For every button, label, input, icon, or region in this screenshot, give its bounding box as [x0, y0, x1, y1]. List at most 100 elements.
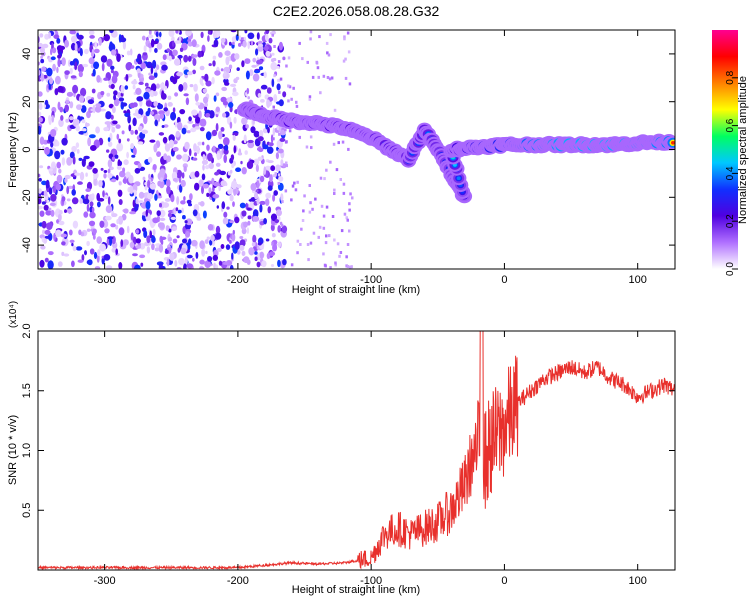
heatmap-noise-cell	[258, 130, 264, 138]
heatmap-noise-cell	[170, 111, 177, 121]
heatmap-noise-cell	[287, 99, 290, 103]
heatmap-noise-cell	[197, 141, 203, 146]
heatmap-noise-cell	[278, 41, 283, 51]
y-tick-label: -20	[21, 189, 33, 205]
heatmap-noise-cell	[279, 77, 283, 81]
heatmap-noise-cell	[182, 215, 186, 220]
heatmap-noise-cell	[66, 208, 73, 214]
heatmap-noise-cell	[253, 158, 260, 166]
heatmap-noise-cell	[78, 157, 83, 161]
heatmap-noise-cell	[213, 249, 219, 257]
heatmap-noise-cell	[205, 131, 212, 141]
heatmap-noise-cell	[43, 74, 48, 79]
heatmap-noise-cell	[116, 133, 120, 140]
heatmap-noise-cell	[39, 234, 45, 239]
heatmap-noise-cell	[143, 230, 148, 238]
heatmap-noise-cell	[122, 167, 126, 173]
heatmap-noise-cell	[280, 159, 284, 167]
heatmap-noise-cell	[105, 215, 112, 221]
heatmap-noise-cell	[234, 216, 240, 224]
heatmap-noise-cell	[192, 124, 196, 128]
heatmap-noise-cell	[54, 150, 61, 160]
heatmap-noise-cell	[215, 162, 221, 167]
heatmap-noise-cell	[41, 237, 45, 243]
heatmap-noise-cell	[40, 245, 46, 250]
heatmap-noise-cell	[346, 218, 349, 222]
heatmap-noise-cell	[69, 67, 73, 75]
heatmap-noise-cell	[153, 143, 158, 153]
heatmap-noise-cell	[82, 63, 89, 68]
heatmap-noise-cell	[252, 57, 257, 63]
heatmap-noise-cell	[220, 126, 225, 132]
y-tick-label: -40	[21, 237, 33, 253]
heatmap-noise-cell	[220, 37, 226, 43]
heatmap-noise-cell	[178, 36, 182, 42]
heatmap-noise-cell	[168, 30, 175, 37]
colorbar	[712, 30, 738, 269]
heatmap-noise-cell	[281, 200, 284, 204]
heatmap-noise-cell	[265, 192, 272, 199]
heatmap-noise-cell	[280, 193, 284, 202]
heatmap-noise-cell	[333, 192, 336, 195]
heatmap-noise-cell	[93, 251, 98, 260]
heatmap-noise-cell	[208, 110, 215, 119]
heatmap-noise-cell	[113, 90, 118, 96]
heatmap-noise-cell	[284, 189, 288, 193]
heatmap-noise-cell	[212, 194, 220, 199]
heatmap-noise-cell	[126, 50, 131, 56]
heatmap-noise-cell	[103, 77, 109, 81]
heatmap-noise-cell	[219, 170, 226, 176]
heatmap-noise-cell	[327, 53, 331, 57]
heatmap-noise-cell	[275, 164, 281, 172]
heatmap-noise-cell	[303, 194, 306, 198]
heatmap-noise-cell	[287, 56, 291, 60]
heatmap-noise-cell	[55, 229, 62, 238]
heatmap-noise-cell	[43, 204, 49, 211]
colorbar-ticks: 0.0 0.2 0.4 0.6 0.8	[725, 70, 738, 276]
heatmap-noise-cell	[44, 229, 51, 235]
heatmap-noise-cell	[46, 199, 50, 204]
heatmap-noise-cell	[184, 256, 188, 265]
heatmap-noise-cell	[209, 239, 213, 246]
heatmap-noise-cell	[250, 183, 257, 191]
heatmap-noise-cell	[69, 116, 74, 121]
heatmap-noise-cell	[69, 239, 75, 243]
heatmap-noise-cell	[226, 97, 233, 102]
heatmap-noise-cell	[93, 61, 100, 70]
heatmap-noise-cell	[148, 75, 155, 80]
heatmap-noise-cell	[341, 140, 345, 144]
heatmap-noise-cell	[188, 116, 192, 122]
heatmap-noise-cell	[105, 205, 113, 214]
heatmap-noise-cell	[53, 34, 60, 39]
heatmap-noise-cell	[82, 198, 90, 205]
heatmap-noise-cell	[48, 115, 51, 123]
heatmap-noise-cell	[314, 197, 317, 201]
heatmap-noise-cell	[159, 31, 162, 38]
heatmap-signal-cell	[671, 141, 675, 145]
heatmap-noise-cell	[218, 260, 223, 266]
heatmap-noise-cell	[86, 111, 91, 119]
heatmap-noise-cell	[134, 264, 141, 269]
heatmap-noise-cell	[94, 266, 101, 269]
heatmap-noise-cell	[245, 202, 248, 210]
heatmap-noise-cell	[257, 45, 264, 52]
heatmap-noise-cell	[50, 209, 55, 217]
heatmap-noise-cell	[161, 64, 168, 71]
heatmap-noise-cell	[111, 126, 116, 133]
heatmap-noise-cell	[135, 245, 142, 249]
heatmap-noise-cell	[272, 137, 275, 141]
heatmap-noise-cell	[246, 87, 250, 95]
heatmap-noise-cell	[173, 58, 181, 66]
heatmap-noise-cell	[129, 185, 134, 195]
heatmap-y-ticks: -40 -20 0 20 40	[21, 48, 675, 253]
heatmap-noise-cell	[332, 142, 336, 146]
heatmap-noise-cell	[158, 243, 164, 253]
heatmap-noise-cell	[111, 178, 117, 183]
heatmap-noise-cell	[266, 99, 271, 108]
heatmap-noise-cell	[324, 241, 328, 245]
heatmap-noise-cell	[191, 109, 198, 116]
heatmap-noise-cell	[38, 42, 43, 47]
x-tick-label: -100	[360, 274, 382, 286]
heatmap-noise-cell	[152, 164, 157, 171]
